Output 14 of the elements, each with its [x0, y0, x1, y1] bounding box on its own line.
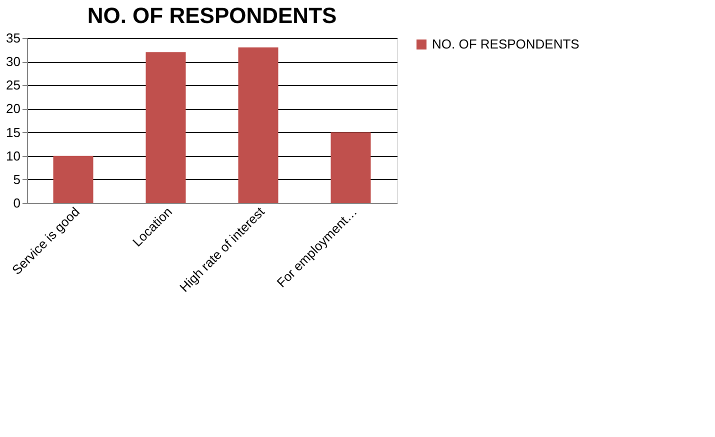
bar — [53, 156, 94, 203]
bar — [330, 132, 371, 203]
y-tick-label: 0 — [13, 196, 20, 210]
y-tick-label: 35 — [6, 30, 20, 46]
y-tick-label: 10 — [6, 148, 20, 164]
y-tick-label: 20 — [6, 101, 20, 116]
legend-label: NO. OF RESPONDENTS — [432, 36, 580, 52]
bar — [146, 52, 186, 203]
y-tick-label: 15 — [6, 124, 20, 140]
y-tick-label: 25 — [6, 78, 20, 93]
y-tick-label: 30 — [6, 54, 20, 70]
bar — [238, 47, 278, 203]
y-tick-label: 5 — [13, 172, 20, 187]
chart-title: NO. OF RESPONDENTS — [87, 3, 337, 28]
